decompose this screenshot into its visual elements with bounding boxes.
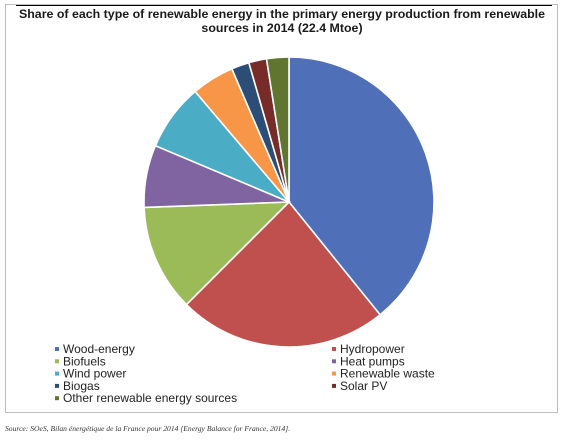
pie-slice-hydropower <box>185 200 382 348</box>
legend-item-biofuels: Biofuels <box>55 354 106 368</box>
legend-label: Other renewable energy sources <box>63 391 237 405</box>
legend-swatch <box>332 383 336 388</box>
legend-swatch <box>332 371 336 376</box>
legend-swatch <box>55 383 59 388</box>
legend: Wood-energy Hydropower Biofuels Heat pumps W… <box>55 342 435 405</box>
legend-item-biogas: Biogas <box>55 379 100 393</box>
pie-slice-other-renewable-energy-sources <box>265 56 290 203</box>
legend-item-renewable-waste: Renewable waste <box>332 367 435 381</box>
title-rule <box>16 5 552 6</box>
legend-item-heat-pumps: Heat pumps <box>332 354 405 368</box>
legend-item-other-renewable-energy-sources: Other renewable energy sources <box>55 391 237 405</box>
legend-item-solar-pv: Solar PV <box>332 379 387 393</box>
legend-label: Heat pumps <box>340 354 405 368</box>
pie-slice-biofuels <box>143 201 292 306</box>
legend-swatch <box>55 396 59 401</box>
legend-label: Solar PV <box>340 379 387 393</box>
source-note: Source: SOeS, Bilan énergétique de la Fr… <box>5 424 291 433</box>
chart-title: Share of each type of renewable energy i… <box>18 7 546 35</box>
legend-label: Biofuels <box>63 354 106 368</box>
chart-frame <box>5 4 558 413</box>
legend-swatch <box>55 371 59 376</box>
legend-label: Renewable waste <box>340 367 435 381</box>
pie-slices <box>143 56 435 348</box>
pie-slice-wood-energy <box>288 56 435 316</box>
legend-swatch <box>332 359 336 364</box>
legend-label: Hydropower <box>340 342 405 356</box>
legend-label: Biogas <box>63 379 100 393</box>
legend-item-hydropower: Hydropower <box>332 342 405 356</box>
legend-item-wind-power: Wind power <box>55 367 126 381</box>
legend-label: Wind power <box>63 367 126 381</box>
legend-swatch <box>332 347 336 351</box>
legend-swatch <box>55 359 59 364</box>
legend-item-wood-energy: Wood-energy <box>55 342 135 356</box>
legend-swatch <box>55 347 59 351</box>
legend-label: Wood-energy <box>63 342 135 356</box>
